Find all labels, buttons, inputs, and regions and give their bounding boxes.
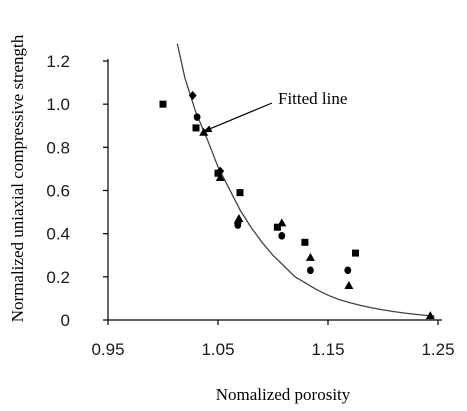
diamond-point: [188, 91, 197, 101]
square-point: [301, 238, 309, 246]
data-markers: [159, 91, 435, 320]
circle-point: [193, 113, 201, 121]
triangle-point: [215, 173, 225, 182]
square-point: [214, 169, 222, 177]
x-ticks: 0.95 1.05 1.15 1.25: [91, 320, 455, 359]
square-point: [236, 189, 244, 197]
triangle-point: [425, 311, 435, 320]
square-point: [159, 100, 167, 108]
circle-point: [234, 221, 242, 229]
triangle-point: [305, 252, 315, 261]
triangle-point: [344, 280, 354, 289]
annotation-label: Fitted line: [278, 89, 347, 108]
x-tick-label: 0.95: [91, 340, 124, 359]
circle-point: [278, 232, 286, 240]
annotation-arrow-head: [202, 125, 213, 133]
fitted-line-layer: [176, 43, 435, 317]
y-tick-label: 0.4: [46, 225, 70, 244]
square-point: [273, 223, 281, 231]
y-tick-label: 0: [61, 311, 70, 330]
y-tick-label: 1.0: [46, 95, 70, 114]
square-point: [352, 249, 359, 257]
triangle-point: [234, 214, 244, 223]
x-tick-label: 1.15: [311, 340, 344, 359]
y-tick-label: 0.6: [46, 182, 70, 201]
y-tick-label: 1.2: [46, 52, 70, 71]
y-tick-label: 0.8: [46, 138, 70, 157]
y-axis-title: Normalized uniaxial compressive strength: [8, 34, 27, 322]
circle-point: [344, 266, 352, 275]
y-tick-label: 0.2: [46, 268, 70, 287]
axes: 0.95 1.05 1.15 1.25 0 0.2 0.4 0.6 0.8 1.0 1.2: [46, 52, 454, 359]
x-tick-label: 1.25: [421, 340, 454, 359]
triangle-point: [277, 218, 287, 227]
square-point: [192, 124, 200, 132]
annotation-arrow-line: [206, 102, 273, 131]
x-tick-label: 1.05: [201, 340, 234, 359]
annotation: Fitted line: [202, 89, 347, 133]
y-ticks: 0 0.2 0.4 0.6 0.8 1.0 1.2: [46, 52, 108, 330]
fitted-line: [176, 43, 435, 317]
diamond-point: [216, 166, 225, 176]
x-axis-title: Nomalized porosity: [216, 385, 351, 404]
circle-point: [307, 266, 314, 275]
